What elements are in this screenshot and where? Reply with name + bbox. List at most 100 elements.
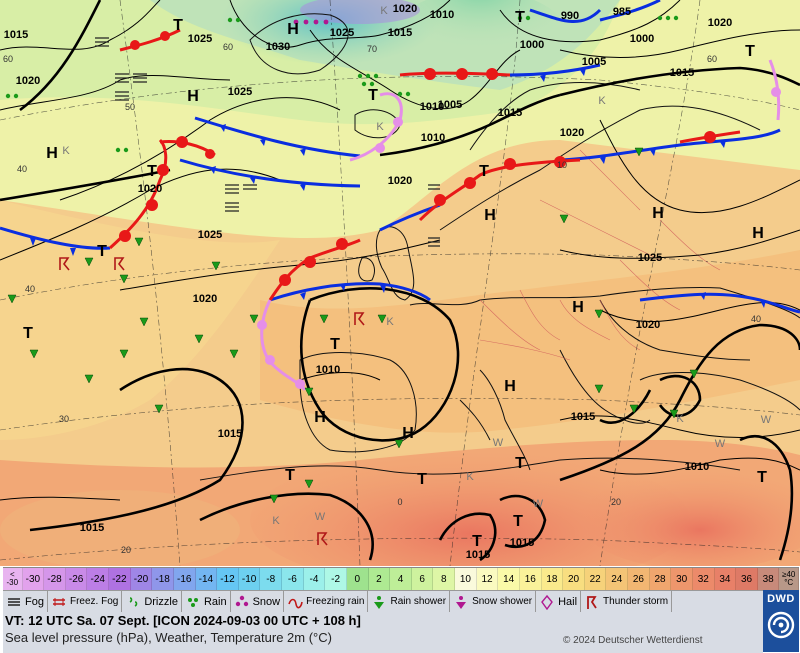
pressure-label: 1015 [510,537,534,549]
pressure-label: 1020 [193,293,217,305]
pressure-label: 1020 [388,175,412,187]
pressure-centers: H H T H T T T T H H T T H T T H H H H T … [23,9,767,550]
pressure-label: 1025 [638,252,662,264]
pressure-label: 1000 [630,33,654,45]
pressure-center-label: H [752,225,764,242]
pressure-label: 1020 [16,75,40,87]
legend-label: Thunder storm [603,596,669,607]
scale-high-bottom: °C [784,578,794,587]
tiny-label: K [466,471,474,483]
weather-legend: Fog Freez. Fog Drizzle Rain Snow Freezing rai… [3,590,763,614]
dwd-logo-text: DWD [767,593,795,605]
legend-label: Drizzle [144,596,178,608]
pressure-label: 1030 [266,41,290,53]
pressure-center-label: T [513,513,523,530]
scale-cell: 8 [433,568,456,590]
rain-shower-icon [371,594,387,610]
scale-cell: 12 [476,568,499,590]
grid-label: 20 [121,545,131,555]
pressure-center-label: T [330,336,340,353]
legend-label: Fog [25,596,44,608]
scale-cell: 28 [649,568,672,590]
freezing-rain-icon [287,594,303,610]
scale-cell: 38 [757,568,780,590]
snow-icon [234,594,250,610]
snow-shower-icon [453,594,469,610]
legend-item: Snow shower [450,591,537,613]
pressure-center-label: T [745,43,755,60]
pressure-labels: 1015 1020 1025 1030 1025 1015 1020 1010 … [4,3,732,561]
legend-item: Thunder storm [581,591,673,613]
scale-cell: 20 [563,568,585,590]
pressure-center-label: T [515,9,525,26]
info-bar: VT: 12 UTC Sa. 07 Sept. [ICON 2024-09-03… [3,612,763,653]
pressure-label: 1010 [421,132,445,144]
scale-cell: 14 [498,568,520,590]
tiny-label: W [533,498,544,510]
legend-label: Freez. Fog [69,596,119,607]
occlusion-marks [257,87,781,389]
pressure-center-label: T [757,469,767,486]
pressure-center-label: T [23,325,33,342]
pressure-label: 1020 [636,319,660,331]
legend-label: Snow shower [472,596,533,607]
grid-label: 50 [125,102,135,112]
warm-front-bumps [119,31,716,286]
scale-cell: -12 [217,568,239,590]
legend-item: Drizzle [122,591,182,613]
dwd-spiral-icon [767,607,795,641]
grid-label: 60 [223,42,233,52]
pressure-label: 1010 [420,101,444,113]
scale-cell: 16 [519,568,542,590]
cold-front-teeth [30,68,766,308]
legend-label: Freezing rain [306,596,365,607]
pressure-label: 1025 [188,33,212,45]
pressure-center-label: H [287,21,299,38]
pressure-label: 1015 [388,27,412,39]
pressure-label: 1015 [218,428,242,440]
pressure-center-label: T [147,163,157,180]
pressure-label: 1010 [685,461,709,473]
tiny-label: K [598,95,606,107]
scale-cell: -28 [44,568,66,590]
pressure-label: 1020 [560,127,584,139]
legend-item: Fog [3,591,48,613]
pressure-center-label: T [97,243,107,260]
pressure-label: 1020 [708,17,732,29]
pressure-center-label: T [285,467,295,484]
tiny-label: W [315,511,326,523]
scale-cell: 26 [628,568,650,590]
scale-cell: 6 [411,568,434,590]
pressure-label: 1005 [438,99,462,111]
pressure-label: 1020 [138,183,162,195]
tiny-label: K [62,145,70,157]
pressure-label: 1020 [393,3,417,15]
pressure-label: 985 [613,6,631,18]
scale-cell: 18 [541,568,564,590]
map-description: Sea level pressure (hPa), Weather, Tempe… [5,630,332,645]
pressure-label: 1000 [520,39,544,51]
scale-cell: -6 [282,568,304,590]
scale-cell: -22 [109,568,131,590]
scale-cell: 22 [584,568,607,590]
pressure-center-label: H [484,207,496,224]
tiny-label: W [715,438,726,450]
rain-icon [185,594,201,610]
drizzle-icon [125,594,141,610]
scale-cell: -26 [65,568,88,590]
pressure-label: 1010 [316,364,340,376]
dwd-logo: DWD [763,590,799,652]
grid-label: 20 [611,497,621,507]
pressure-label: 1005 [582,56,606,68]
copyright: © 2024 Deutscher Wetterdienst [563,635,703,646]
pressure-center-label: T [515,455,525,472]
pressure-center-label: T [472,533,482,550]
scale-cell: 24 [606,568,629,590]
scale-cell: 4 [390,568,412,590]
grid-label: 0 [397,497,402,507]
pressure-label: 1010 [430,9,454,21]
pressure-center-label: H [314,409,326,426]
pressure-center-label: H [652,205,664,222]
legend-item: Rain shower [368,591,451,613]
